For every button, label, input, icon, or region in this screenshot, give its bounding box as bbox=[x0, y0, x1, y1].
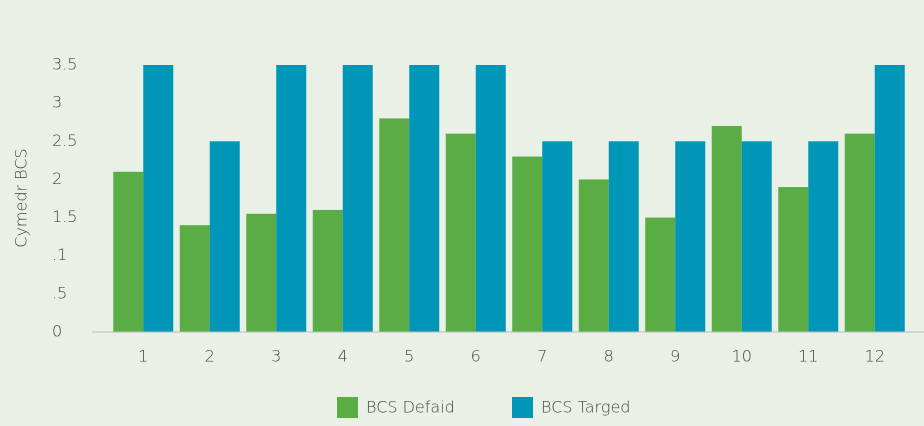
y-tick-label: 0 bbox=[52, 322, 62, 341]
x-tick-label: 5 bbox=[404, 347, 414, 366]
bar bbox=[512, 156, 543, 332]
x-tick-label: 9 bbox=[670, 347, 680, 366]
x-tick-label: 12 bbox=[865, 347, 885, 366]
bar bbox=[342, 65, 373, 332]
bar bbox=[209, 141, 240, 332]
bar bbox=[143, 65, 174, 332]
bar bbox=[312, 209, 343, 332]
bar bbox=[645, 217, 676, 332]
bar bbox=[445, 133, 476, 332]
x-tick-label: 7 bbox=[537, 347, 547, 366]
legend-swatch bbox=[337, 397, 358, 418]
legend-label: BCS Targed bbox=[541, 398, 630, 417]
y-axis-title: Cymedr BCS bbox=[12, 148, 31, 247]
y-tick-label: 2 bbox=[52, 169, 62, 188]
y-tick-label: .5 bbox=[52, 283, 67, 302]
x-tick-label: 1 bbox=[138, 347, 148, 366]
x-tick-label: 10 bbox=[732, 347, 752, 366]
bar bbox=[578, 179, 609, 332]
x-tick-label: 6 bbox=[471, 347, 481, 366]
legend-swatch bbox=[512, 397, 533, 418]
bar bbox=[542, 141, 573, 332]
bar bbox=[675, 141, 706, 332]
legend-label: BCS Defaid bbox=[366, 398, 455, 417]
bar bbox=[711, 126, 742, 333]
x-tick-label: 2 bbox=[205, 347, 215, 366]
y-tick-label: 3 bbox=[52, 93, 62, 112]
bar bbox=[246, 213, 277, 332]
x-tick-label: 11 bbox=[798, 347, 818, 366]
x-tick-label: 4 bbox=[338, 347, 348, 366]
bar bbox=[778, 187, 809, 332]
y-tick-label: 2.5 bbox=[52, 131, 77, 150]
x-tick-label: 8 bbox=[604, 347, 614, 366]
bar bbox=[808, 141, 839, 332]
bar bbox=[276, 65, 307, 332]
bar bbox=[113, 171, 144, 332]
x-tick-label: 3 bbox=[271, 347, 281, 366]
bar bbox=[475, 65, 506, 332]
y-tick-label: .1 bbox=[52, 245, 67, 264]
y-tick-label: 3.5 bbox=[52, 55, 77, 74]
bar bbox=[379, 118, 410, 333]
bar bbox=[874, 65, 905, 332]
bar bbox=[409, 65, 440, 332]
bar bbox=[844, 133, 875, 332]
y-tick-label: 1.5 bbox=[52, 207, 77, 226]
bar bbox=[179, 225, 210, 332]
bar bbox=[608, 141, 639, 332]
bar bbox=[741, 141, 772, 332]
